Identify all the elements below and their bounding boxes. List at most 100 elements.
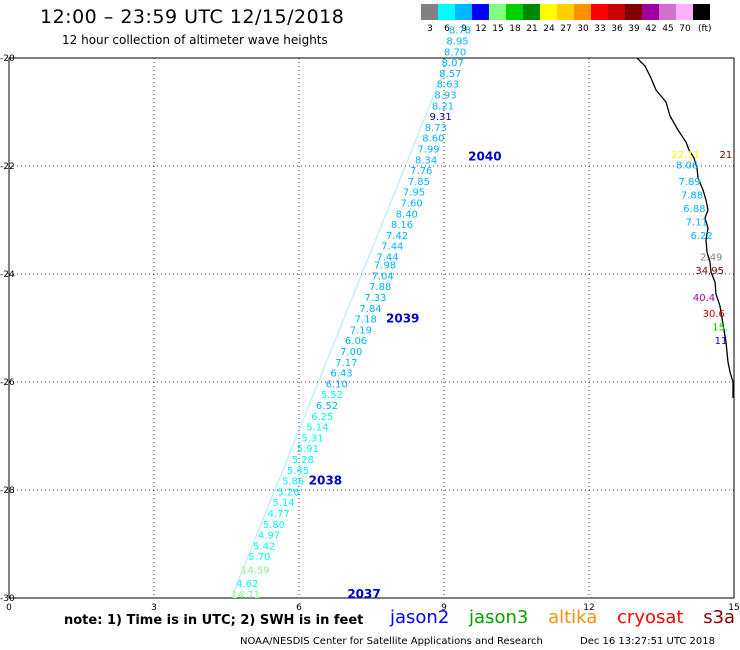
y-tick-label: -22 bbox=[0, 162, 15, 172]
colorbar-label: 15 bbox=[492, 24, 504, 34]
coast-wave-label: 15. bbox=[712, 323, 728, 334]
colorbar-swatch bbox=[489, 4, 506, 20]
coast-wave-label: 40.4 bbox=[693, 293, 715, 304]
wave-height-label: 6.52 bbox=[316, 401, 338, 412]
legend-cryosat: cryosat bbox=[617, 607, 684, 628]
colorbar-label: 9 bbox=[461, 24, 467, 34]
wave-height-label: 7.84 bbox=[359, 304, 381, 315]
wave-height-label: 7.76 bbox=[410, 166, 432, 177]
altimeter-track bbox=[230, 57, 450, 599]
satellite-legend: jason2 jason3 altika cryosat s3a bbox=[390, 607, 740, 628]
x-tick-label: 9 bbox=[441, 603, 447, 613]
coast-wave-label: 21 bbox=[720, 150, 733, 161]
wave-height-label: 8.60 bbox=[422, 134, 444, 145]
x-tick-label: 0 bbox=[6, 603, 12, 613]
wave-height-label: 5.26 bbox=[277, 487, 299, 498]
axis-tick-labels: 0 3 6 9 12 15 -20 -22 -24 -26 -28 -30 bbox=[0, 54, 740, 613]
colorbar-swatch bbox=[472, 4, 489, 20]
x-tick-label: 3 bbox=[151, 603, 157, 613]
wave-height-labels: 14.714.6214.595.705.424.975.804.775.145.… bbox=[231, 26, 732, 601]
coast-wave-label: 22.11 bbox=[671, 150, 700, 161]
wave-height-label: 7.88 bbox=[369, 282, 391, 293]
wave-height-label: 4.77 bbox=[268, 509, 290, 520]
wave-height-label: 9.31 bbox=[430, 112, 452, 123]
wave-height-label: 8.57 bbox=[439, 69, 461, 80]
wave-height-label: 6.43 bbox=[330, 369, 352, 380]
wave-height-label: 8.21 bbox=[432, 101, 454, 112]
wave-height-label: 7.17 bbox=[335, 358, 357, 369]
wave-height-label: 5.28 bbox=[292, 455, 314, 466]
colorbar-label: 39 bbox=[628, 24, 640, 34]
wave-height-label: 8.40 bbox=[396, 209, 418, 220]
colorbar-swatch bbox=[557, 4, 574, 20]
wave-height-label: 5.14 bbox=[272, 498, 294, 509]
colorbar-swatch bbox=[523, 4, 540, 20]
pass-number-label: 2039 bbox=[386, 312, 419, 326]
wave-height-label: 6.10 bbox=[326, 379, 348, 390]
colorbar-swatch bbox=[676, 4, 693, 20]
colorbar-label: 70 bbox=[679, 24, 691, 34]
wave-height-label: 14.71 bbox=[231, 590, 260, 601]
colorbar-label: 36 bbox=[611, 24, 623, 34]
wave-height-label: 7.18 bbox=[355, 315, 377, 326]
legend-jason2: jason2 bbox=[390, 607, 450, 628]
wave-height-label: 5.14 bbox=[306, 423, 328, 434]
wave-height-label: 8.73 bbox=[425, 123, 447, 134]
colorbar-swatch bbox=[659, 4, 676, 20]
wave-height-label: 8.07 bbox=[442, 58, 464, 69]
wave-height-label: 5.86 bbox=[282, 477, 304, 488]
wave-height-label: 7.00 bbox=[340, 347, 362, 358]
wave-height-label: 7.04 bbox=[372, 271, 394, 282]
colorbar-label: 33 bbox=[594, 24, 606, 34]
coast-wave-label: 7.11 bbox=[686, 217, 708, 228]
wave-height-label: 8.16 bbox=[391, 220, 413, 231]
wave-height-label: 6.25 bbox=[311, 412, 333, 423]
colorbar-swatch bbox=[421, 4, 438, 20]
colorbar-label: 27 bbox=[560, 24, 572, 34]
wave-height-label: 7.95 bbox=[403, 188, 425, 199]
wave-height-label: 7.44 bbox=[376, 253, 398, 264]
colorbar-unit: (ft) bbox=[698, 24, 712, 34]
coast-wave-label: 34.95 bbox=[695, 266, 724, 277]
coast-wave-label: 8.06 bbox=[676, 161, 698, 172]
colorbar-swatch bbox=[642, 4, 659, 20]
colorbar-swatch bbox=[540, 4, 557, 20]
y-tick-label: -28 bbox=[0, 486, 15, 496]
colorbar-label: 24 bbox=[543, 24, 555, 34]
colorbar-swatch bbox=[455, 4, 472, 20]
legend-altika: altika bbox=[548, 607, 598, 628]
colorbar-swatch bbox=[693, 4, 710, 20]
wave-height-label: 8.34 bbox=[415, 155, 437, 166]
colorbar-swatch bbox=[438, 4, 455, 20]
legend-s3a: s3a bbox=[703, 607, 736, 628]
y-tick-label: -24 bbox=[0, 270, 15, 280]
coast-wave-label: 6.88 bbox=[683, 204, 705, 215]
wave-height-label: 8.63 bbox=[437, 80, 459, 91]
colorbar-swatch bbox=[625, 4, 642, 20]
colorbar-label: 45 bbox=[662, 24, 674, 34]
coast-wave-label: 7.88 bbox=[681, 190, 703, 201]
wave-height-label: 7.99 bbox=[417, 145, 439, 156]
wave-height-label: 6.06 bbox=[345, 336, 367, 347]
map-title: 12:00 – 23:59 UTC 12/15/2018 bbox=[40, 6, 345, 28]
colorbar-label: 12 bbox=[475, 24, 487, 34]
y-tick-label: -30 bbox=[0, 594, 15, 604]
colorbar-label: 3 bbox=[427, 24, 433, 34]
wave-height-label: 7.85 bbox=[408, 177, 430, 188]
map-subtitle: 12 hour collection of altimeter wave hei… bbox=[62, 33, 328, 47]
wave-height-label: 8.95 bbox=[446, 37, 468, 48]
wave-height-label: 7.60 bbox=[401, 199, 423, 210]
coast-wave-label: 6.22 bbox=[691, 231, 713, 242]
wave-height-label: 5.70 bbox=[248, 552, 270, 563]
wave-height-label: 5.80 bbox=[263, 520, 285, 531]
wave-height-label: 8.70 bbox=[444, 47, 466, 58]
colorbar-swatch bbox=[506, 4, 523, 20]
colorbar-label: 21 bbox=[526, 24, 538, 34]
wave-height-label: 7.98 bbox=[374, 261, 396, 272]
colorbar-label: 18 bbox=[509, 24, 521, 34]
x-tick-label: 6 bbox=[296, 603, 302, 613]
x-tick-label: 12 bbox=[583, 603, 594, 613]
wave-height-label: 8.93 bbox=[434, 91, 456, 102]
pass-number-label: 2038 bbox=[309, 474, 342, 488]
wave-height-label: 5.45 bbox=[287, 466, 309, 477]
